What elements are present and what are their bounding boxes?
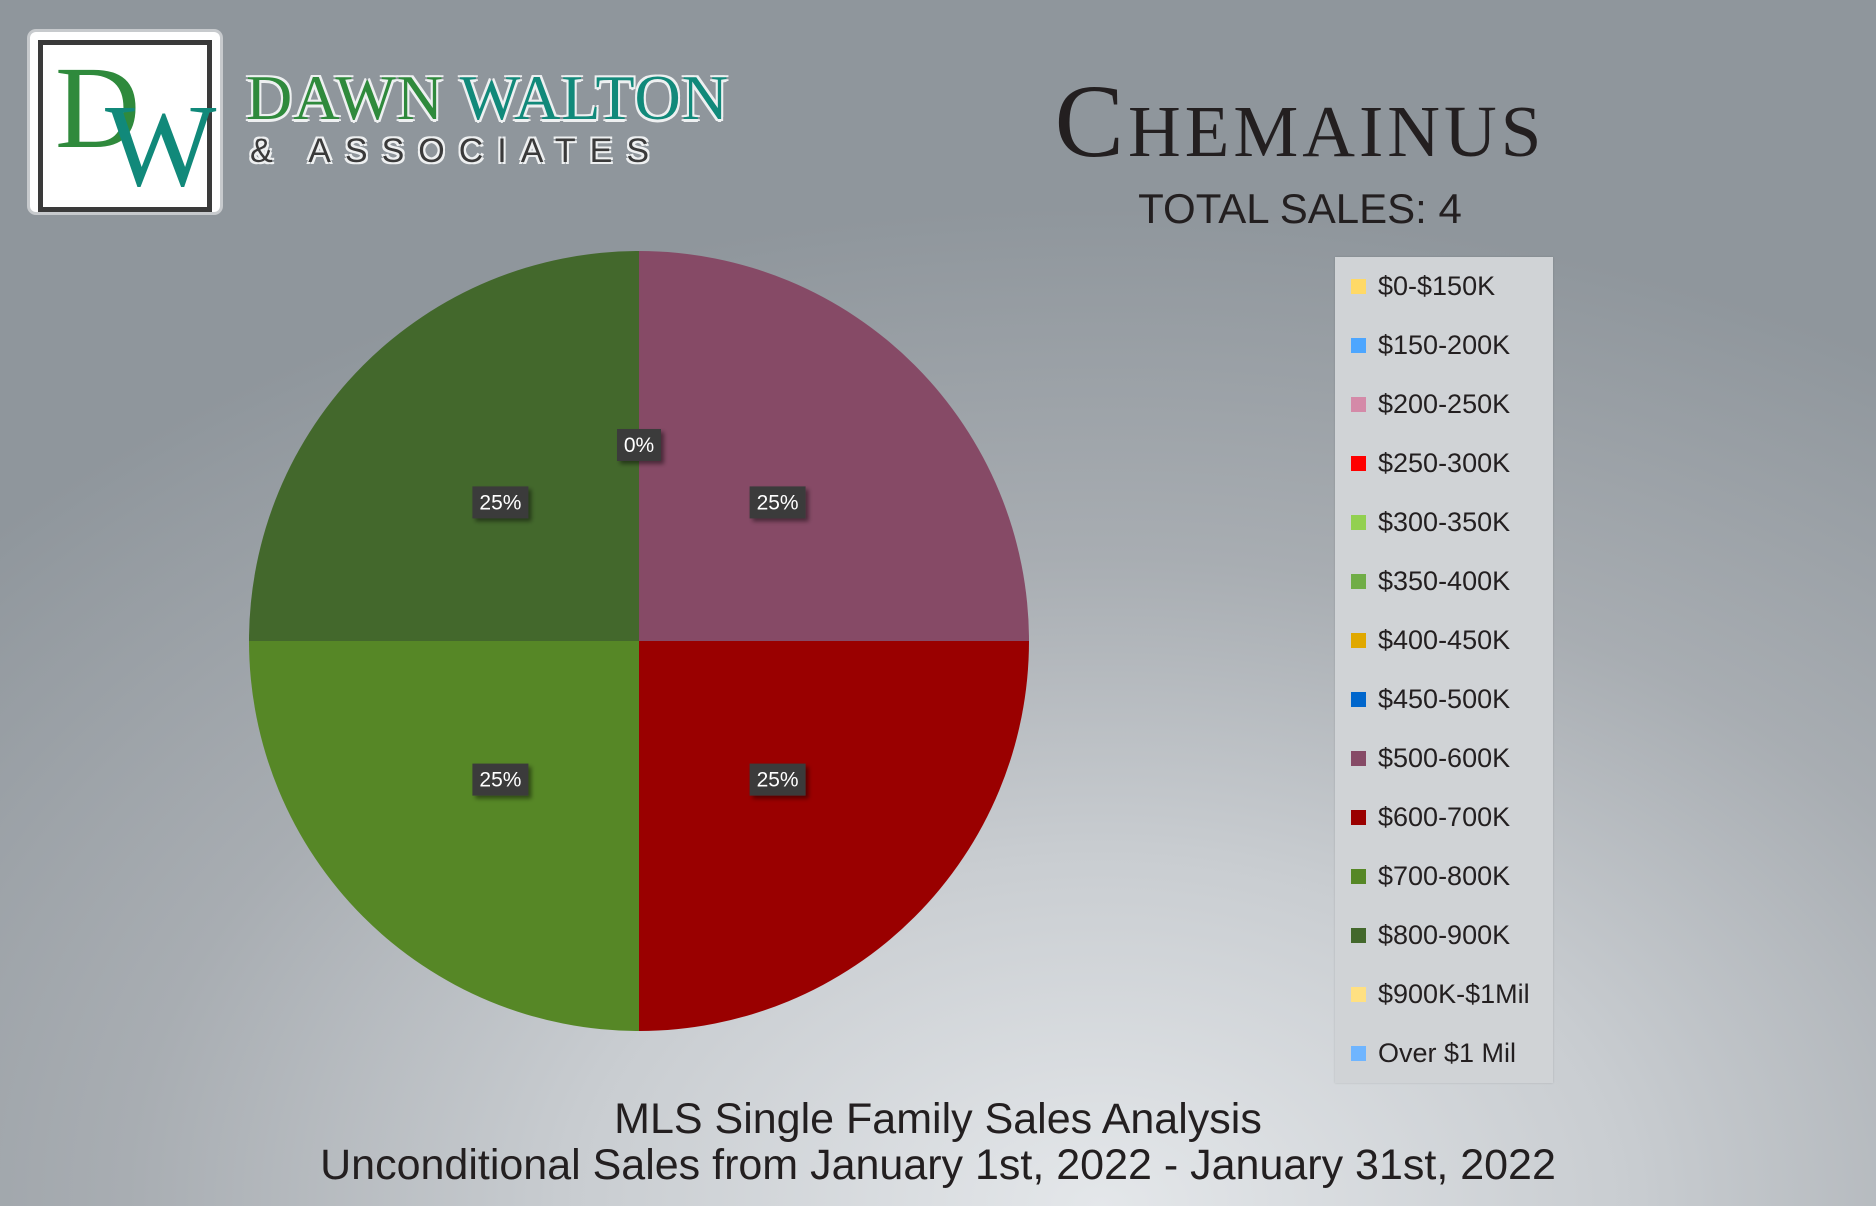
legend-label: $150-200K	[1378, 330, 1511, 360]
footer-line-1: MLS Single Family Sales Analysis	[614, 1095, 1262, 1143]
legend-label: $350-400K	[1378, 566, 1511, 596]
brand-subtitle: & ASSOCIATES	[250, 132, 664, 170]
logo-letter-d: D	[55, 42, 141, 173]
legend-label: $800-900K	[1378, 920, 1511, 950]
data-label-box	[472, 486, 529, 519]
legend-label: $450-500K	[1378, 684, 1511, 714]
legend-swatch	[1351, 869, 1366, 884]
logo: D W	[30, 32, 220, 212]
legend-label: $300-350K	[1378, 507, 1511, 537]
legend-label: $900K-$1Mil	[1378, 979, 1530, 1009]
legend-swatch	[1351, 279, 1366, 294]
legend-swatch	[1351, 810, 1366, 825]
data-label-text: 0%	[624, 434, 654, 457]
pie-slice-600-700k	[639, 641, 1029, 1031]
legend-label: $600-700K	[1378, 802, 1511, 832]
data-label-text: 25%	[479, 769, 521, 792]
data-label-text: 25%	[479, 491, 521, 514]
legend-swatch	[1351, 397, 1366, 412]
logo-letter-w: W	[105, 80, 217, 211]
data-label-800-900k: 25%	[472, 486, 529, 519]
legend-swatch	[1351, 515, 1366, 530]
legend-swatch	[1351, 574, 1366, 589]
data-label-0-150k: 0%	[617, 429, 661, 461]
brand-name: DAWN WALTON	[246, 66, 729, 130]
legend-label: $400-450K	[1378, 625, 1511, 655]
legend-label: Over $1 Mil	[1378, 1038, 1517, 1068]
data-label-box	[472, 763, 529, 796]
chart-legend: $0-$150K $150-200K $200-250K $250-300K $300-…	[1335, 257, 1553, 1083]
legend-swatch	[1351, 987, 1366, 1002]
footer-line-2: Unconditional Sales from January 1st, 20…	[320, 1141, 1556, 1189]
data-label-box	[617, 429, 661, 461]
legend-swatch	[1351, 338, 1366, 353]
legend-label: $250-300K	[1378, 448, 1511, 478]
legend-label: $200-250K	[1378, 389, 1511, 419]
pie-slice-800-900k	[249, 251, 639, 641]
page-title: Chemainus	[1054, 64, 1546, 179]
legend-label: $500-600K	[1378, 743, 1511, 773]
legend-swatch	[1351, 456, 1366, 471]
pie-slice-500-600k	[639, 251, 1029, 641]
data-label-box	[749, 486, 806, 519]
legend-swatch	[1351, 751, 1366, 766]
legend-label: $0-$150K	[1378, 271, 1496, 301]
legend-swatch	[1351, 692, 1366, 707]
total-sales: TOTAL SALES: 4	[1138, 185, 1462, 232]
brand-name-first: DAWN	[246, 62, 444, 133]
data-label-text: 25%	[757, 769, 799, 792]
data-label-box	[749, 763, 806, 796]
logo-frame: D W	[38, 40, 216, 212]
data-label-text: 25%	[757, 491, 799, 514]
legend-label: $700-800K	[1378, 861, 1511, 891]
data-label-600-700k: 25%	[749, 763, 806, 796]
data-label-700-800k: 25%	[472, 763, 529, 796]
legend-swatch	[1351, 633, 1366, 648]
legend-swatch	[1351, 1046, 1366, 1061]
data-label-500-600k: 25%	[749, 486, 806, 519]
legend-swatch	[1351, 928, 1366, 943]
brand-name-last: WALTON	[459, 62, 729, 133]
pie-slice-700-800k	[249, 641, 639, 1031]
